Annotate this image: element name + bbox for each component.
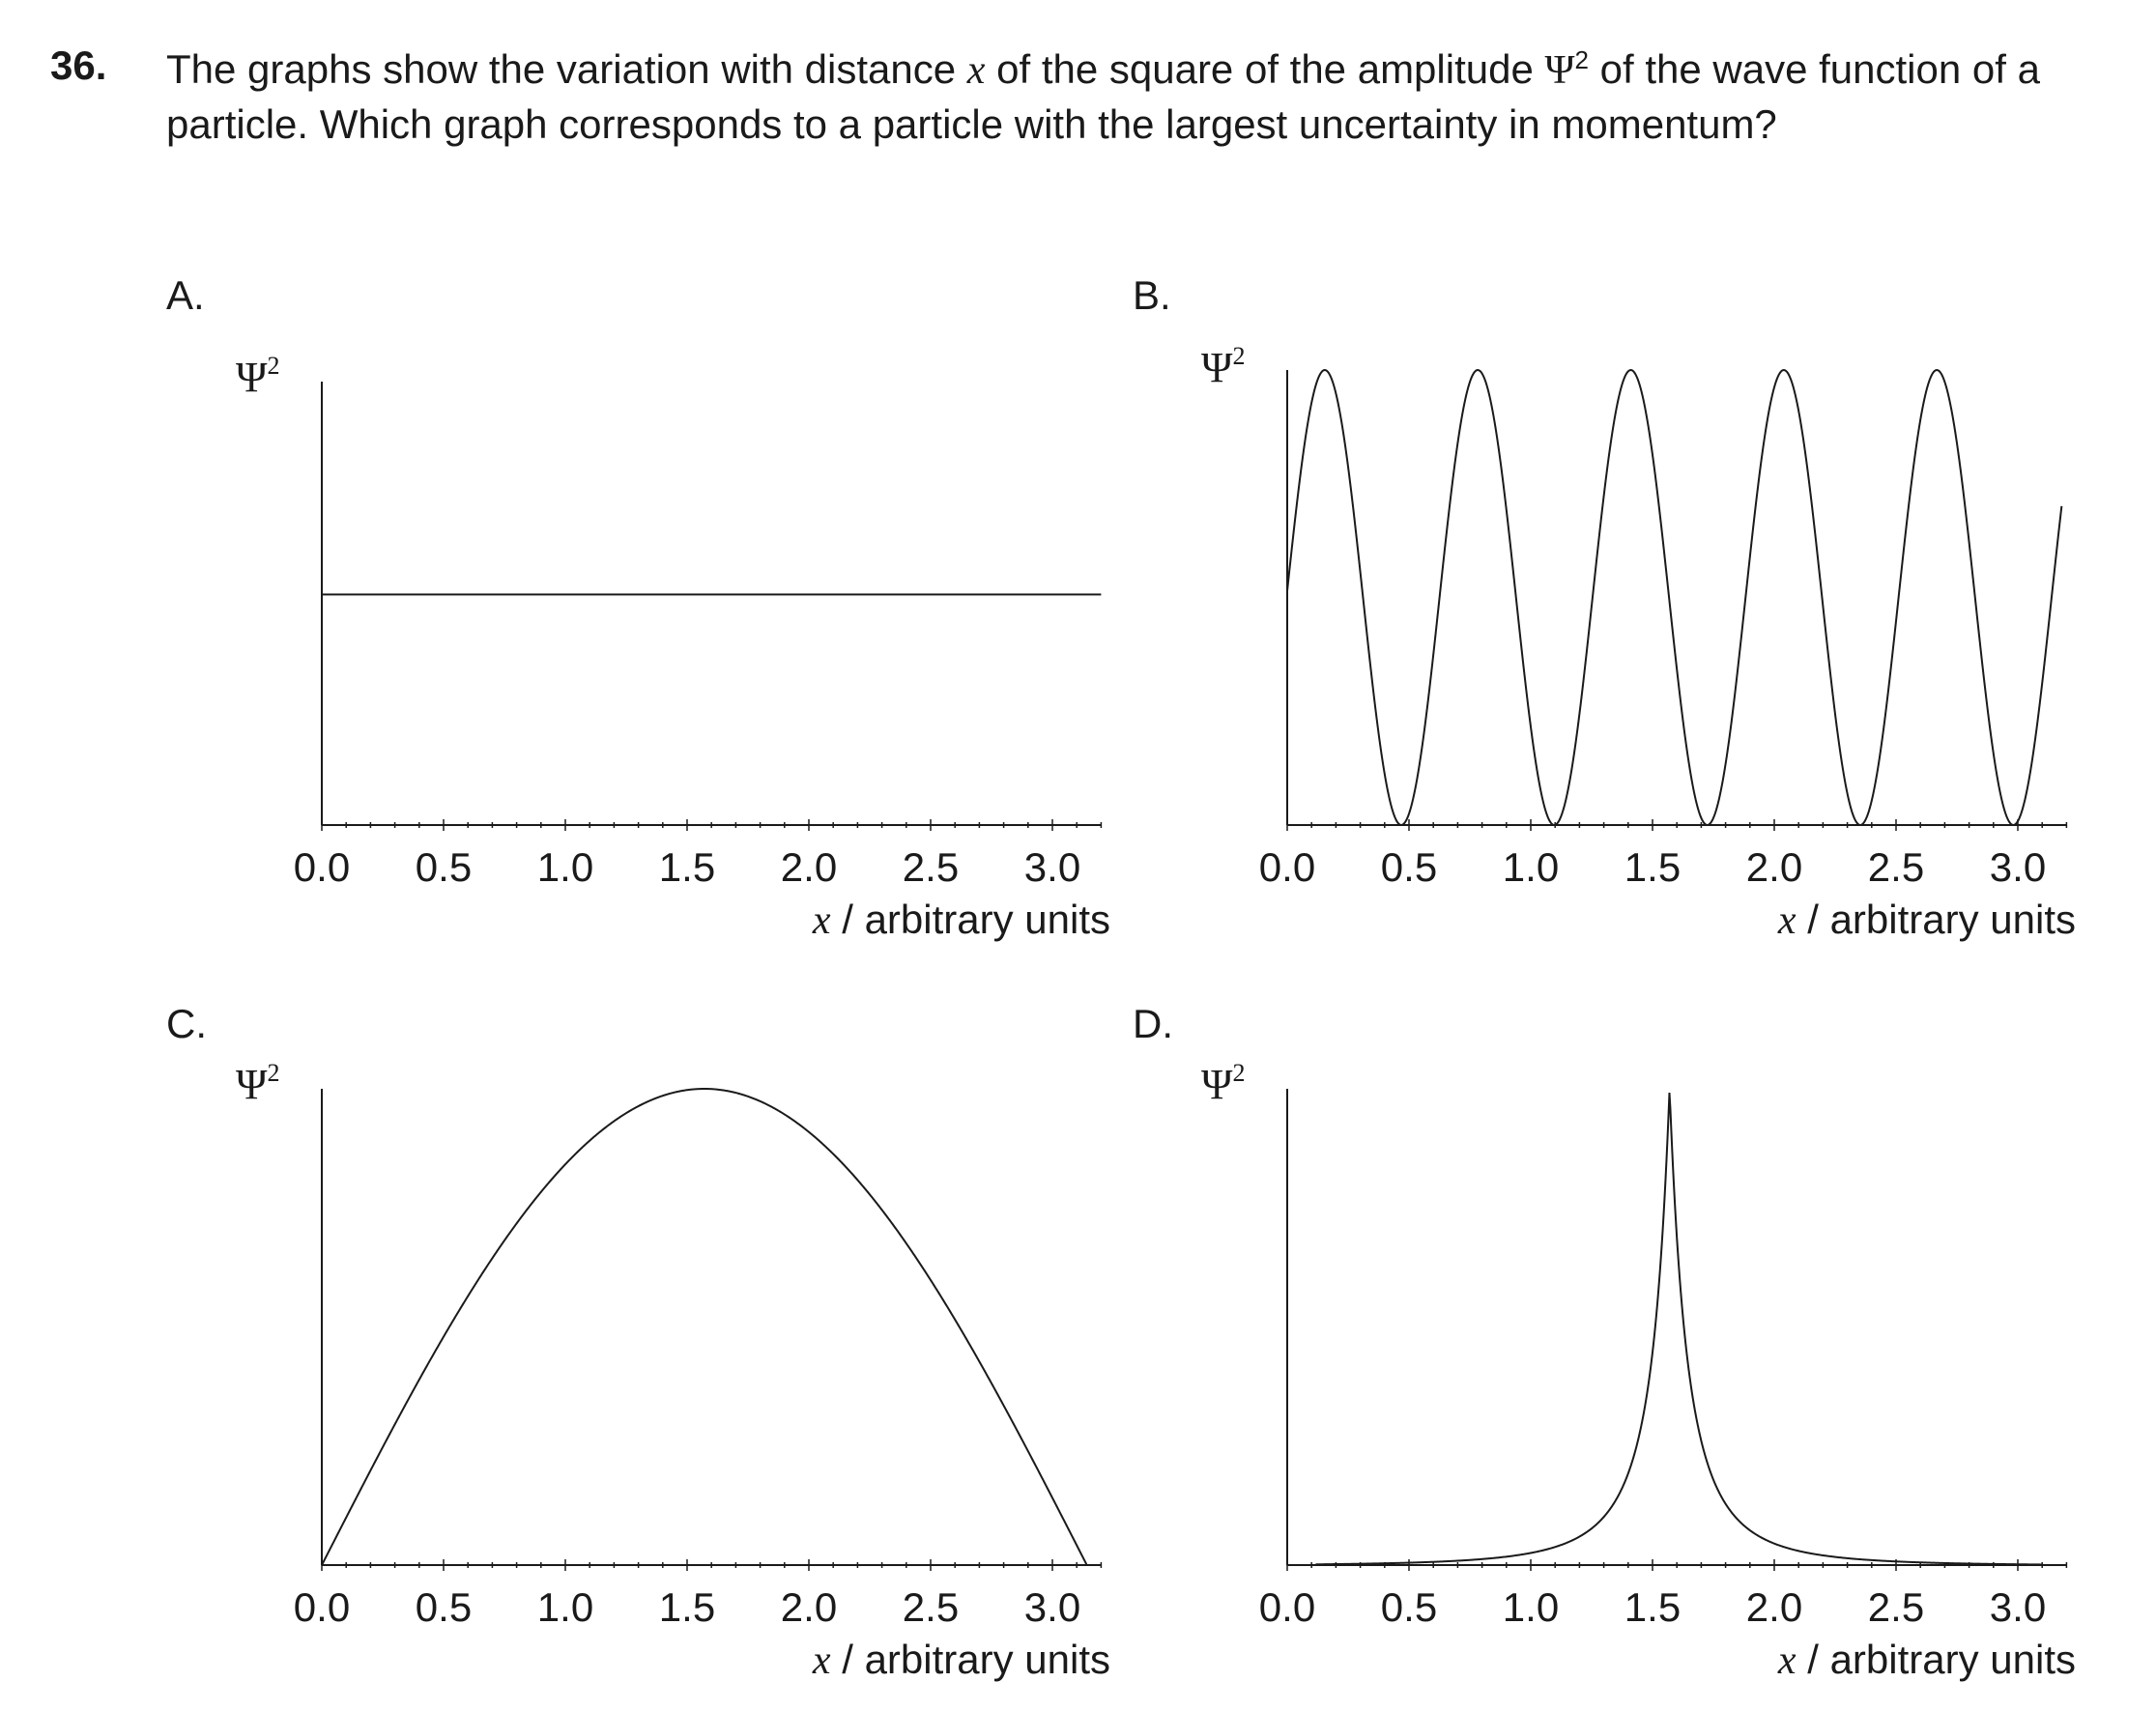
chart-b-y-axis-label: Ψ2 — [1201, 342, 1245, 391]
chart-a-y-axis-label: Ψ2 — [236, 352, 279, 401]
chart-b-x-axis-label: x / arbitrary units — [1777, 897, 2076, 943]
chart-d-tick-label: 2.5 — [1868, 1584, 1924, 1630]
chart-b-tick-label: 2.0 — [1746, 844, 1802, 890]
psi-exponent: 2 — [1574, 45, 1589, 74]
chart-a-tick-label: 1.5 — [659, 844, 715, 890]
chart-d-tick-label: 1.0 — [1503, 1584, 1559, 1630]
chart-d-tick-label: 0.0 — [1259, 1584, 1315, 1630]
chart-d-tick-label: 0.5 — [1381, 1584, 1437, 1630]
chart-c-tick-label: 0.5 — [416, 1584, 472, 1630]
chart-c-tick-label: 2.0 — [781, 1584, 837, 1630]
option-b-label: B. — [1133, 272, 1171, 318]
chart-a-x-axis-label: x / arbitrary units — [812, 897, 1110, 943]
chart-a-tick-label: 0.0 — [294, 844, 350, 890]
question-number: 36. — [50, 43, 107, 88]
question-text: The graphs show the variation with dista… — [166, 43, 2089, 152]
chart-b-curve — [1286, 368, 2063, 827]
chart-b-tick-label: 1.5 — [1624, 844, 1681, 890]
chart-d-tick-label: 3.0 — [1990, 1584, 2046, 1630]
chart-c-tick-label: 0.0 — [294, 1584, 350, 1630]
chart-a-tick-label: 1.0 — [537, 844, 593, 890]
chart-b-tick-label: 1.0 — [1503, 844, 1559, 890]
chart-c-tick-label: 3.0 — [1024, 1584, 1080, 1630]
chart-d-y-axis-label: Ψ2 — [1201, 1059, 1245, 1108]
chart-c-tick-label: 1.0 — [537, 1584, 593, 1630]
chart-b-tick-label: 3.0 — [1990, 844, 2046, 890]
chart-c-tick-label: 1.5 — [659, 1584, 715, 1630]
option-c-label: C. — [166, 1001, 207, 1046]
chart-c-curve — [321, 1088, 1088, 1566]
question-text-part2: of the square of the amplitude — [985, 46, 1545, 92]
chart-a-tick-label: 0.5 — [416, 844, 472, 890]
psi-symbol: Ψ — [1544, 48, 1575, 93]
chart-c-x-axis-label: x / arbitrary units — [812, 1637, 1110, 1683]
chart-c-tick-label: 2.5 — [903, 1584, 959, 1630]
chart-d-tick-label: 2.0 — [1746, 1584, 1802, 1630]
chart-d-tick-label: 1.5 — [1624, 1584, 1681, 1630]
question-text-part1: The graphs show the variation with dista… — [166, 46, 967, 92]
chart-a-tick-label: 3.0 — [1024, 844, 1080, 890]
chart-a-tick-label: 2.0 — [781, 844, 837, 890]
x-symbol: x — [966, 48, 986, 93]
chart-a-tick-label: 2.5 — [903, 844, 959, 890]
question-text-part3: of the wave function of a particle. Whic… — [166, 46, 2040, 147]
chart-d-curve — [1287, 1093, 2043, 1566]
chart-c-y-axis-label: Ψ2 — [236, 1059, 279, 1108]
option-a-label: A. — [166, 272, 205, 318]
chart-d-x-axis-label: x / arbitrary units — [1777, 1637, 2076, 1683]
option-d-label: D. — [1133, 1001, 1173, 1046]
chart-b-tick-label: 0.5 — [1381, 844, 1437, 890]
chart-b-tick-label: 0.0 — [1259, 844, 1315, 890]
chart-b-tick-label: 2.5 — [1868, 844, 1924, 890]
